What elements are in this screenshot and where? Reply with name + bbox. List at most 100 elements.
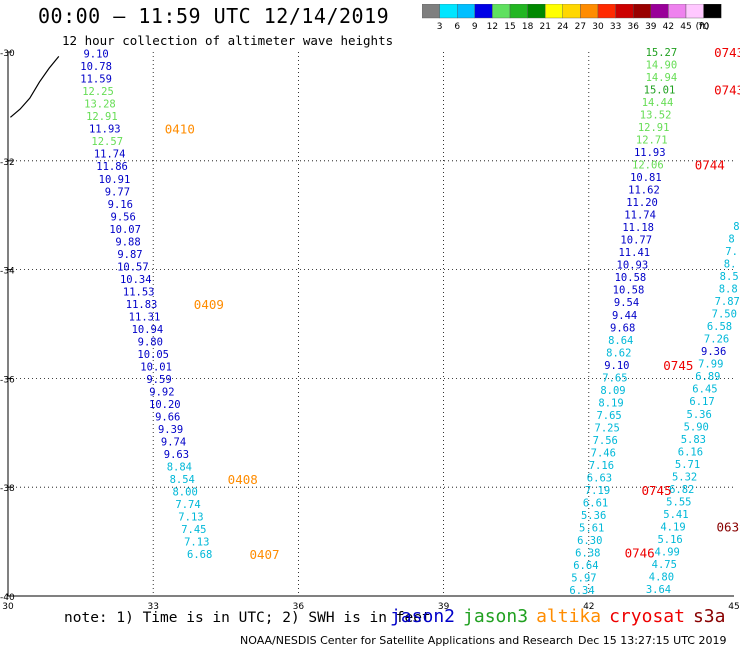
wave-height-label: 10.57 bbox=[117, 261, 149, 273]
wave-height-label: 10.07 bbox=[109, 224, 141, 236]
colorbar-label: 3 bbox=[437, 22, 443, 32]
pass-time-label: 0744 bbox=[695, 158, 725, 173]
x-tick-label: 45 bbox=[728, 602, 739, 610]
wave-height-label: 10.58 bbox=[613, 285, 645, 297]
wave-height-label: 8.84 bbox=[167, 462, 192, 474]
wave-height-label: 7.26 bbox=[704, 334, 729, 346]
wave-height-label: 9.77 bbox=[105, 186, 130, 198]
wave-height-label: 9.68 bbox=[610, 322, 635, 334]
y-tick-label: -38 bbox=[0, 484, 15, 494]
wave-height-label: 5.32 bbox=[672, 471, 697, 483]
wave-height-label: 5.61 bbox=[579, 522, 604, 534]
wave-height-label: 9.88 bbox=[115, 236, 140, 248]
y-tick-label: -30 bbox=[0, 49, 15, 59]
wave-height-label: 6.64 bbox=[573, 560, 598, 572]
x-tick-label: 39 bbox=[438, 602, 450, 610]
wave-height-label: 10.94 bbox=[132, 324, 164, 336]
wave-height-label: 10.91 bbox=[99, 174, 131, 186]
wave-height-label: 6.30 bbox=[577, 535, 602, 547]
wave-height-label: 5.55 bbox=[666, 496, 691, 508]
wave-height-label: 12.06 bbox=[632, 160, 664, 172]
colorbar-label: 27 bbox=[575, 22, 586, 32]
legend-item-altika: altika bbox=[536, 606, 602, 627]
wave-height-label: 9.66 bbox=[155, 411, 180, 423]
wave-height-label: 9.87 bbox=[117, 249, 142, 261]
wave-height-label: 10.78 bbox=[80, 61, 112, 73]
wave-height-label: 11.83 bbox=[126, 299, 158, 311]
wave-height-label: 8.8 bbox=[719, 284, 738, 296]
pass-time-label: 0745 bbox=[663, 358, 693, 373]
y-tick-label: -32 bbox=[0, 158, 15, 168]
y-tick-label: -40 bbox=[0, 593, 15, 603]
wave-height-label: 7.16 bbox=[589, 460, 614, 472]
wave-height-label: 6.17 bbox=[689, 396, 714, 408]
wave-height-label: 9.39 bbox=[158, 424, 183, 436]
wave-height-label: 4.80 bbox=[649, 571, 674, 583]
wave-height-label: 6.58 bbox=[707, 321, 732, 333]
wave-height-label: 14.90 bbox=[646, 60, 678, 72]
wave-height-label: 7.99 bbox=[698, 359, 723, 371]
colorbar-label: 36 bbox=[627, 22, 639, 32]
wave-height-label: 7.87 bbox=[715, 296, 740, 308]
wave-height-label: 9.10 bbox=[83, 49, 108, 61]
footnote: note: 1) Time is in UTC; 2) SWH is in fe… bbox=[64, 610, 431, 626]
wave-height-label: 4.99 bbox=[655, 546, 680, 558]
wave-height-label: 8.54 bbox=[170, 474, 195, 486]
wave-height-label: 10.01 bbox=[140, 361, 172, 373]
wave-height-label: 11.86 bbox=[96, 161, 128, 173]
legend-item-jason3: jason3 bbox=[463, 606, 529, 627]
chart-title: 00:00 – 11:59 UTC 12/14/2019 bbox=[38, 4, 390, 28]
wave-height-label: 12.57 bbox=[91, 136, 123, 148]
wave-height-label: 7.13 bbox=[184, 537, 209, 549]
wave-height-label: 11.74 bbox=[624, 210, 656, 222]
pass-time-label: 0639 bbox=[717, 519, 740, 534]
wave-height-label: 9.74 bbox=[161, 437, 186, 449]
wave-height-label: 6.61 bbox=[583, 497, 608, 509]
colorbar-label: 9 bbox=[472, 22, 478, 32]
chart-subtitle: 12 hour collection of altimeter wave hei… bbox=[62, 33, 394, 48]
colorbar-label: 30 bbox=[592, 22, 604, 32]
pass-time-label: 0745 bbox=[642, 483, 672, 498]
wave-height-label: 13.28 bbox=[84, 99, 116, 111]
wave-height-label: 6.45 bbox=[692, 384, 717, 396]
wave-height-label: 6.38 bbox=[575, 547, 600, 559]
wave-height-label: 7. bbox=[725, 246, 738, 258]
colorbar-label: 39 bbox=[645, 22, 657, 32]
wave-height-label: 8.62 bbox=[606, 347, 631, 359]
wave-height-label: 7.46 bbox=[591, 447, 616, 459]
pass-time-label: 0410 bbox=[165, 122, 195, 137]
wave-height-label: 5.71 bbox=[675, 459, 700, 471]
coastline bbox=[10, 56, 60, 118]
colorbar-swatch bbox=[703, 4, 722, 19]
wave-height-label: 11.20 bbox=[626, 197, 658, 209]
wave-height-label: 5.90 bbox=[684, 421, 709, 433]
wave-height-label: 4.19 bbox=[660, 521, 685, 533]
wave-height-label: 7.50 bbox=[712, 309, 737, 321]
wave-height-label: 7.25 bbox=[595, 422, 620, 434]
wave-height-label: 5.97 bbox=[571, 573, 596, 585]
colorbar-label: 12 bbox=[487, 22, 498, 32]
wave-height-label: 11.62 bbox=[628, 185, 660, 197]
colorbar-label: 24 bbox=[557, 22, 569, 32]
wave-height-label: 9.10 bbox=[604, 360, 629, 372]
wave-height-label: 11.53 bbox=[123, 286, 155, 298]
wave-height-label: 3.64 bbox=[646, 584, 671, 596]
x-tick-label: 33 bbox=[147, 602, 158, 610]
wave-height-label: 11.41 bbox=[618, 247, 650, 259]
colorbar-label: 21 bbox=[539, 22, 550, 32]
wave-height-label: 15.27 bbox=[646, 47, 678, 59]
colorbar-unit: (ft) bbox=[696, 22, 710, 32]
wave-height-label: 5.83 bbox=[681, 434, 706, 446]
wave-height-label: 10.58 bbox=[615, 272, 647, 284]
wave-height-label: 8 bbox=[733, 221, 739, 233]
wave-height-label: 6.63 bbox=[587, 472, 612, 484]
legend-item-s3a: s3a bbox=[692, 606, 726, 627]
wave-height-label: 9.36 bbox=[701, 346, 726, 358]
wave-height-label: 12.91 bbox=[86, 111, 118, 123]
x-tick-label: 36 bbox=[293, 602, 305, 610]
color-scale-bar: 3 6 9 12 15 18 21 24 27 30 33 36 39 42 45 70(ft) bbox=[422, 4, 722, 32]
pass-time-label: 0409 bbox=[194, 297, 224, 312]
colorbar-label: 45 bbox=[680, 22, 691, 32]
wave-height-label: 7.65 bbox=[596, 410, 621, 422]
